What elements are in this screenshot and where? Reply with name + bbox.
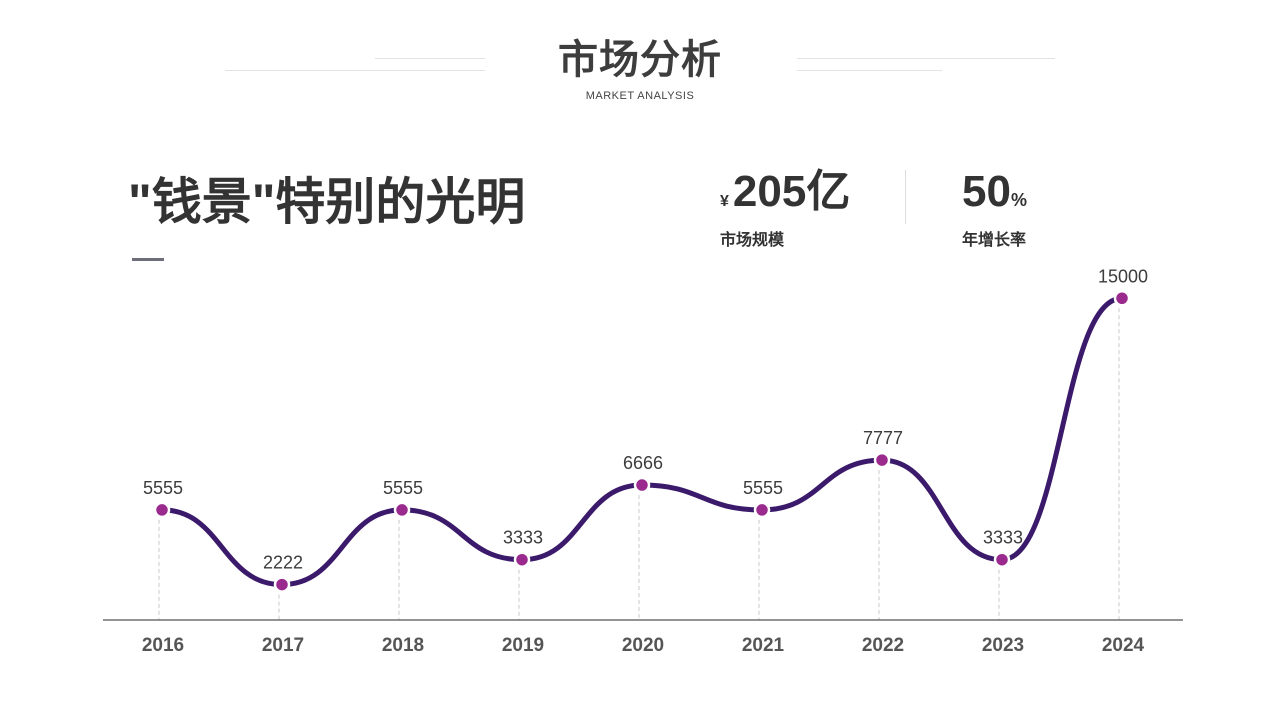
stat-market-size-prefix: ¥ bbox=[720, 193, 729, 210]
x-tick-label-2023: 2023 bbox=[982, 635, 1024, 656]
data-label-2018: 5555 bbox=[383, 478, 423, 498]
x-tick-label-2016: 2016 bbox=[142, 635, 184, 656]
stat-growth-rate-value: 50% bbox=[962, 168, 1027, 226]
x-tick-label-2021: 2021 bbox=[742, 635, 785, 656]
data-label-2022: 7777 bbox=[863, 428, 903, 448]
data-label-2017: 2222 bbox=[263, 553, 303, 573]
x-tick-label-2017: 2017 bbox=[262, 635, 304, 656]
header-deco-line-left-short bbox=[375, 58, 485, 59]
stat-growth-rate-label: 年增长率 bbox=[962, 232, 1027, 249]
data-label-2020: 6666 bbox=[623, 453, 663, 473]
stat-market-size-number: 205 bbox=[732, 167, 807, 216]
x-tick-label-2020: 2020 bbox=[622, 635, 664, 656]
data-label-2024: 15000 bbox=[1098, 266, 1148, 286]
stat-market-size-suffix: 亿 bbox=[806, 167, 851, 216]
data-point-2024 bbox=[1113, 290, 1131, 307]
header-deco-line-right-short bbox=[797, 70, 942, 71]
stat-growth-rate-number: 50 bbox=[962, 167, 1011, 216]
headline: "钱景"特别的光明 bbox=[128, 174, 526, 230]
data-label-2019: 3333 bbox=[503, 528, 543, 548]
data-point-2019 bbox=[513, 551, 531, 568]
x-tick-label-2024: 2024 bbox=[1102, 635, 1145, 656]
data-point-2023 bbox=[993, 551, 1011, 568]
x-tick-label-2022: 2022 bbox=[862, 635, 904, 656]
data-point-2020 bbox=[633, 476, 651, 494]
data-label-2016: 5555 bbox=[143, 478, 183, 498]
x-tick-label-2018: 2018 bbox=[382, 635, 424, 656]
data-point-2022 bbox=[873, 451, 891, 469]
header-deco-line-right-long bbox=[797, 58, 1055, 59]
stat-growth-rate-suffix: % bbox=[1010, 190, 1027, 210]
data-label-2023: 3333 bbox=[983, 528, 1023, 548]
data-label-2021: 5555 bbox=[743, 478, 783, 498]
stat-market-size: ¥205亿 市场规模 bbox=[720, 168, 850, 250]
data-point-2017 bbox=[273, 576, 291, 593]
data-point-2016 bbox=[153, 501, 171, 519]
stat-market-size-label: 市场规模 bbox=[720, 232, 785, 249]
series-line bbox=[159, 295, 1125, 588]
x-tick-label-2019: 2019 bbox=[502, 635, 544, 656]
page-subtitle: MARKET ANALYSIS bbox=[585, 90, 695, 102]
page-title: 市场分析 bbox=[558, 38, 722, 82]
data-point-2018 bbox=[393, 501, 411, 519]
stat-market-size-value: ¥205亿 bbox=[720, 168, 850, 226]
headline-underline bbox=[132, 258, 164, 261]
stat-divider bbox=[905, 170, 906, 224]
data-point-2021 bbox=[753, 501, 771, 519]
header-deco-line-left-long bbox=[225, 70, 485, 71]
stat-growth-rate: 50% 年增长率 bbox=[962, 168, 1027, 250]
